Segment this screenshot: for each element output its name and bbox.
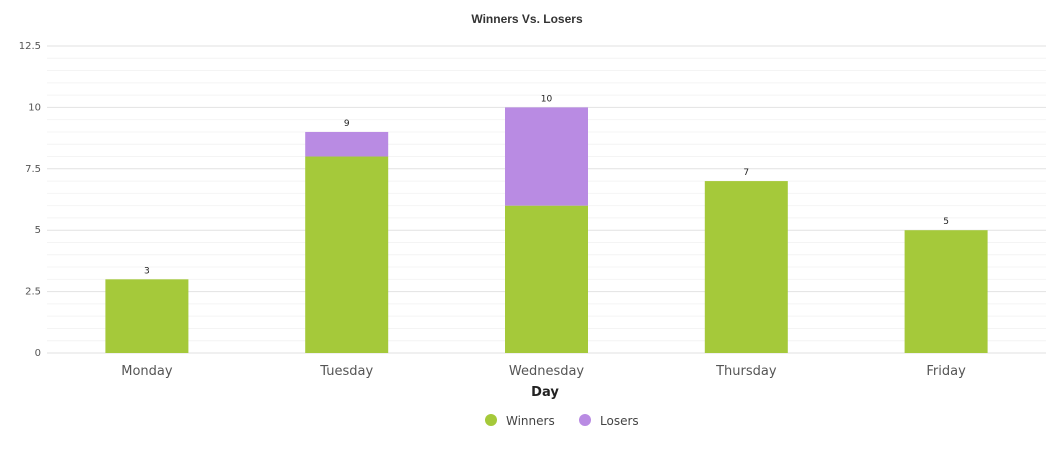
x-tick-label: Thursday xyxy=(715,364,777,379)
x-axis-ticks: Monday Tuesday Wednesday Thursday Friday xyxy=(121,364,966,379)
y-tick-label: 2.5 xyxy=(25,287,41,298)
x-tick-label: Friday xyxy=(926,364,966,379)
x-tick-label: Monday xyxy=(121,364,173,379)
data-label-total: 9 xyxy=(344,119,350,129)
legend-label-winners: Winners xyxy=(506,414,555,428)
x-tick-label: Wednesday xyxy=(509,364,585,379)
legend-marker-losers xyxy=(579,414,591,426)
legend-marker-winners xyxy=(485,414,497,426)
y-axis-ticks: 0 2.5 5 7.5 10 12.5 xyxy=(19,41,41,359)
x-tick-label: Tuesday xyxy=(319,364,373,379)
y-tick-label: 10 xyxy=(28,102,41,113)
bar-losers-tuesday xyxy=(305,131,389,157)
bar-winners-thursday xyxy=(704,181,788,353)
legend: Winners Losers xyxy=(485,414,639,428)
bar-winners-monday xyxy=(105,279,189,353)
y-tick-label: 7.5 xyxy=(25,164,41,175)
y-tick-label: 12.5 xyxy=(19,41,41,52)
y-tick-label: 0 xyxy=(35,348,41,359)
bar-losers-wednesday xyxy=(505,107,588,206)
data-label-total: 3 xyxy=(144,266,150,276)
y-tick-label: 5 xyxy=(35,225,41,236)
bar-winners-tuesday xyxy=(305,156,389,353)
data-label-total: 5 xyxy=(943,217,949,227)
data-labels: 3 9 10 7 5 xyxy=(144,94,949,276)
data-label-total: 10 xyxy=(541,94,553,104)
bar-winners-friday xyxy=(904,230,988,353)
data-label-total: 7 xyxy=(743,168,749,178)
bar-winners-wednesday xyxy=(505,205,588,353)
bars xyxy=(105,107,988,353)
chart-title: Winners Vs. Losers xyxy=(471,12,583,26)
x-axis-title: Day xyxy=(531,385,559,400)
legend-label-losers: Losers xyxy=(600,414,639,428)
